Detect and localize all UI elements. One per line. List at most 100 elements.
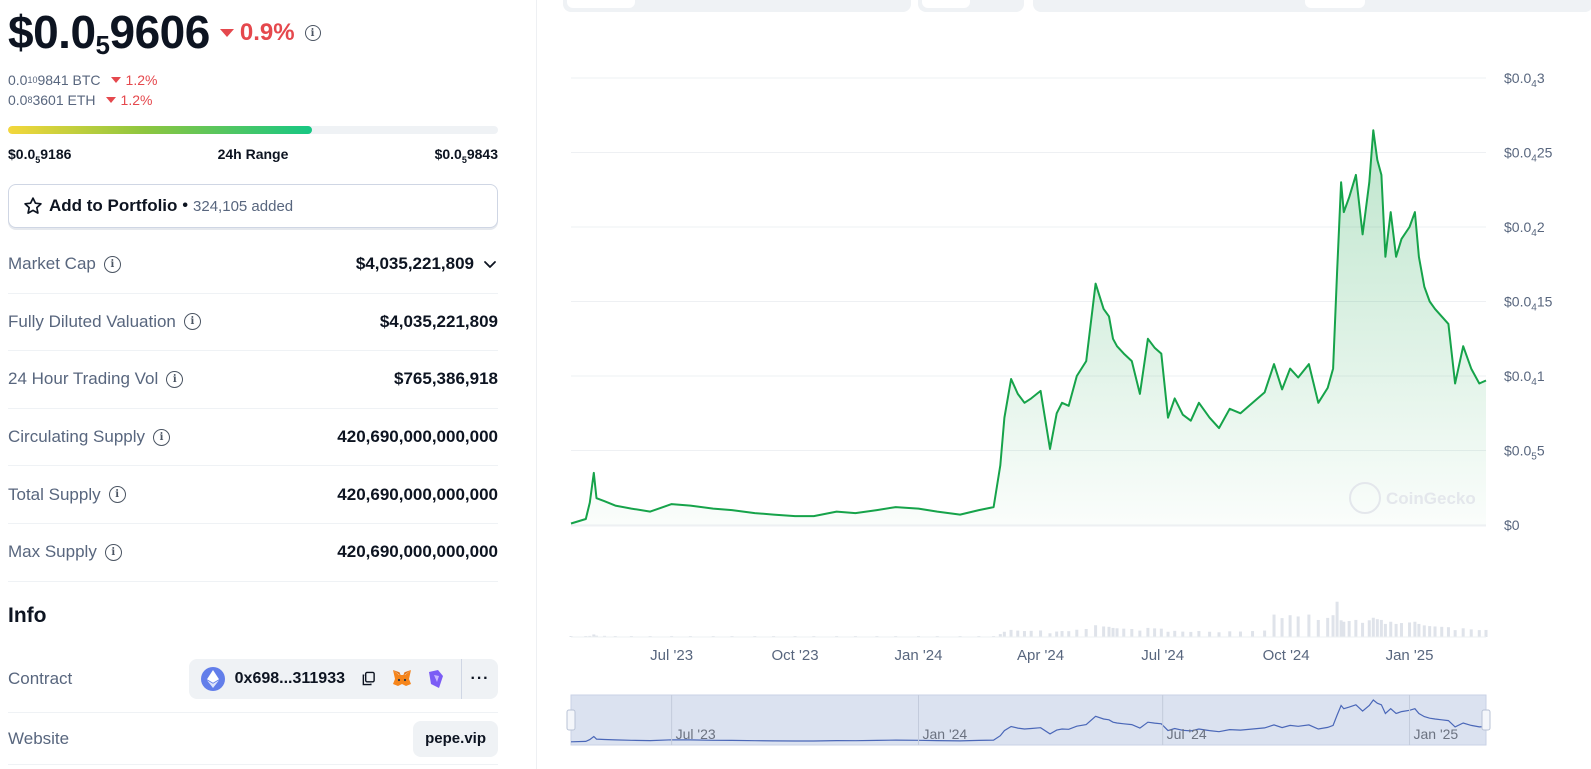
price-chart-svg[interactable]: Jul '23 Oct '23 Jan '24 Apr '24 Jul '24 Oct '…	[560, 20, 1591, 769]
range-fill	[8, 126, 312, 134]
volume-bar	[1361, 622, 1365, 637]
info-icon[interactable]: i	[183, 313, 201, 331]
info-icon[interactable]: i	[166, 370, 184, 388]
add-to-portfolio-button[interactable]: Add to Portfolio • 324,105 added	[8, 184, 498, 228]
volume-bar	[1316, 619, 1320, 637]
stat-row-max-supply: Max Supply i 420,690,000,000,000	[8, 524, 498, 582]
stat-row-fdv: Fully Diluted Valuation i $4,035,221,809	[8, 294, 498, 352]
stat-row-volume: 24 Hour Trading Vol i $765,386,918	[8, 351, 498, 409]
volume-bar	[1138, 630, 1142, 637]
metamask-icon[interactable]	[389, 666, 415, 692]
navigator-label: Jul '24	[1167, 726, 1207, 742]
info-icon[interactable]: i	[104, 543, 122, 561]
info-icon[interactable]: i	[103, 255, 121, 273]
x-tick-label: Oct '24	[1263, 647, 1310, 664]
stat-label-total-supply: Total Supply i	[8, 485, 126, 505]
volume-bar	[1371, 617, 1375, 637]
volume-bar	[1251, 631, 1255, 637]
stat-label-volume: 24 Hour Trading Vol i	[8, 369, 184, 389]
volume-bar	[1075, 629, 1079, 637]
volume-bar	[1288, 615, 1292, 637]
volume-bar	[1094, 625, 1098, 637]
volume-bar	[1440, 626, 1444, 637]
x-tick-label: Apr '24	[1017, 647, 1064, 664]
x-tick-label: Jul '24	[1141, 647, 1184, 664]
tab-active[interactable]	[922, 0, 970, 8]
volume-bar	[1408, 622, 1412, 637]
volume-bar	[1394, 623, 1398, 637]
btc-change: 1.2%	[110, 72, 157, 88]
navigator-line	[570, 699, 1487, 743]
volume-bar	[1197, 631, 1201, 637]
volume-bar	[1280, 618, 1284, 637]
stat-value-market-cap: $4,035,221,809	[356, 254, 498, 274]
copy-icon[interactable]	[355, 666, 381, 692]
volume-bar	[1060, 631, 1064, 637]
volume-bar	[1347, 621, 1351, 637]
down-arrow-icon	[219, 29, 234, 37]
info-icon[interactable]: i	[153, 428, 171, 446]
volume-bar	[603, 635, 607, 637]
navigator-selection[interactable]	[570, 694, 1487, 746]
volume-bar	[670, 635, 674, 637]
chart-type-tabs[interactable]	[563, 0, 911, 12]
navigator-right-handle[interactable]	[1481, 709, 1491, 731]
range-bar	[8, 126, 498, 134]
chart-mode-tabs[interactable]	[918, 0, 1024, 12]
portfolio-separator: •	[182, 197, 189, 214]
portfolio-count: 324,105 added	[193, 197, 294, 215]
price-chart[interactable]: Jul '23 Oct '23 Jan '24 Apr '24 Jul '24 Oct '…	[560, 20, 1591, 769]
stat-label-market-cap: Market Cap i	[8, 254, 121, 274]
volume-bar	[1173, 630, 1177, 637]
contract-address[interactable]: 0x698...311933	[234, 669, 345, 687]
volume-bar	[1375, 619, 1379, 637]
volume-bar	[1055, 631, 1059, 637]
tab-active[interactable]	[1305, 0, 1365, 8]
volume-bar	[1379, 619, 1383, 637]
time-range-tabs[interactable]	[1033, 0, 1591, 12]
range-low: $0.059186	[8, 146, 72, 165]
stat-row-market-cap[interactable]: Market Cap i $4,035,221,809	[8, 236, 498, 294]
volume-bar	[1331, 615, 1335, 637]
price-line[interactable]	[570, 129, 1487, 525]
btc-price: 0.0 10 9841 BTC 1.2%	[8, 72, 158, 88]
info-icon[interactable]: i	[304, 25, 321, 41]
price-panel: $0.059606 0.9% i 0.0 10 9841 BTC 1.2% 0.0 8…	[8, 0, 506, 769]
volume-bar	[1153, 628, 1157, 637]
y-tick-label: $0	[1504, 517, 1520, 533]
stat-label-max-supply: Max Supply i	[8, 542, 122, 562]
range-labels: $0.059186 24h Range $0.059843	[8, 146, 498, 165]
chevron-down-icon[interactable]	[482, 256, 498, 272]
x-tick-label: Jan '24	[895, 647, 943, 664]
panel-divider	[536, 0, 537, 769]
stat-label-fdv: Fully Diluted Valuation i	[8, 312, 201, 332]
coingecko-watermark-icon	[1349, 482, 1381, 514]
website-label: Website	[8, 728, 70, 748]
volume-bar	[1208, 631, 1212, 637]
volume-bar	[1111, 627, 1115, 637]
volume-bar	[1122, 628, 1126, 637]
pill-divider	[461, 658, 462, 699]
navigator-label: Jan '25	[1414, 726, 1459, 742]
volume-bar	[1453, 630, 1457, 637]
navigator-left-handle[interactable]	[566, 709, 576, 731]
volume-bar	[1417, 623, 1421, 637]
volume-bar	[1238, 631, 1242, 637]
more-options-button[interactable]: ···	[470, 669, 490, 687]
info-icon[interactable]: i	[108, 486, 126, 504]
price-area	[571, 130, 1486, 525]
website-link[interactable]: pepe.vip	[413, 720, 498, 757]
y-tick-label: $0.042	[1504, 219, 1545, 239]
tab-active[interactable]	[567, 0, 635, 8]
volume-bar	[1484, 629, 1488, 637]
info-heading: Info	[8, 604, 47, 627]
volume-bar	[594, 635, 598, 637]
volume-bar	[1067, 631, 1071, 637]
volume-bar	[1367, 620, 1371, 637]
volume-bar	[588, 635, 592, 637]
y-tick-label: $0.055	[1504, 443, 1545, 463]
volume-bar	[1339, 620, 1343, 637]
wallet-icon[interactable]	[423, 666, 449, 692]
navigator-label: Jul '23	[676, 726, 716, 742]
